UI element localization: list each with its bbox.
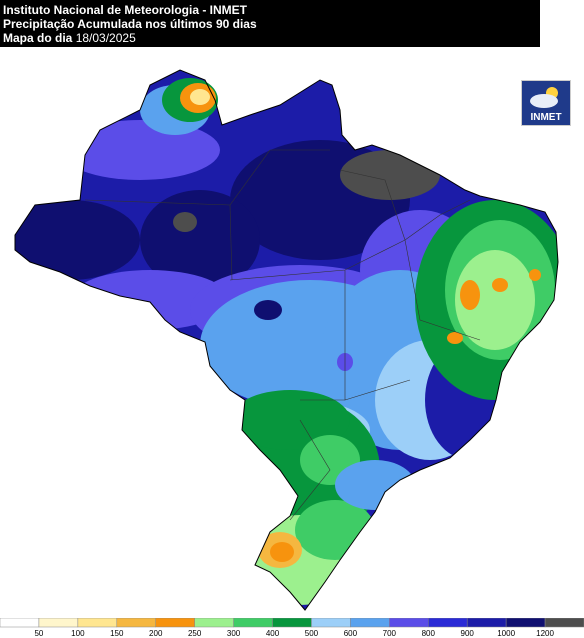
header-subtitle: Precipitação Acumulada nos últimos 90 di… <box>3 17 257 31</box>
logo-icon <box>530 87 558 108</box>
header-date-line: Mapa do dia 18/03/2025 <box>3 31 540 45</box>
legend-tick-label: 900 <box>461 629 475 638</box>
legend-swatch <box>428 618 468 628</box>
legend-swatch <box>272 618 312 628</box>
legend-tick-label: 600 <box>344 629 358 638</box>
date: 18/03/2025 <box>75 31 136 45</box>
legend-swatch <box>0 618 40 628</box>
roraima-blob <box>162 78 218 122</box>
legend-tick-label: 800 <box>422 629 436 638</box>
legend-swatch <box>350 618 390 628</box>
legend-swatch <box>194 618 234 628</box>
legend-swatch <box>38 618 79 628</box>
date-label: Mapa do dia <box>3 31 73 45</box>
legend-swatch <box>77 618 118 628</box>
legend-tick-label: 400 <box>266 629 280 638</box>
legend-tick-label: 300 <box>227 629 241 638</box>
legend-swatch <box>466 618 507 628</box>
country-border <box>14 69 559 611</box>
legend-swatch <box>155 618 195 628</box>
legend-swatch <box>311 618 351 628</box>
legend-tick-label: 1200 <box>536 629 554 638</box>
map-fill <box>15 70 558 610</box>
legend-tick-label: 150 <box>110 629 124 638</box>
logo: INMET <box>521 80 571 126</box>
legend-tick-label: 500 <box>305 629 319 638</box>
legend-tick-label: 50 <box>34 629 43 638</box>
legend-swatch <box>505 618 546 628</box>
legend-tick-label: 250 <box>188 629 202 638</box>
legend-swatch <box>116 618 156 628</box>
state-borders <box>84 149 481 521</box>
legend-swatch <box>233 618 273 628</box>
header-title: Instituto Nacional de Meteorologia - INM… <box>3 3 248 17</box>
legend-tick-label: 200 <box>149 629 163 638</box>
legend: 50 100 150 200 250 300 400 500 600 700 800 900 1000 1… <box>0 618 584 638</box>
legend-tick-label: 1000 <box>497 629 515 638</box>
legend-swatch <box>544 618 584 628</box>
legend-swatch <box>389 618 429 628</box>
legend-tick-label: 700 <box>383 629 397 638</box>
logo-text: INMET <box>530 112 562 123</box>
header: Instituto Nacional de Meteorologia - INM… <box>0 0 540 47</box>
precipitation-map <box>14 69 559 611</box>
legend-tick-label: 100 <box>71 629 85 638</box>
